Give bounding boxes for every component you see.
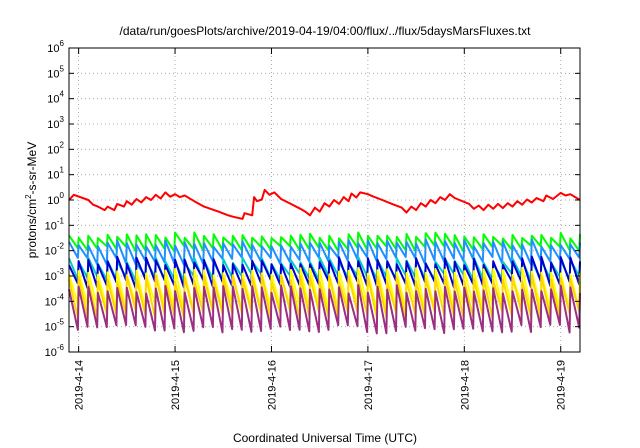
y-tick-label-exp: -2	[57, 242, 65, 251]
y-tick-label-base: 10	[47, 68, 59, 80]
y-tick-label-base: 10	[47, 43, 59, 55]
x-axis: 2019-4-14 2019-4-15 2019-4-16 2019-4-17 2019…	[74, 48, 568, 410]
y-tick-label: 10-6	[45, 343, 65, 359]
y-tick-label-exp: -6	[57, 343, 65, 352]
series-line-8	[68, 284, 581, 335]
y-tick-label: 103	[47, 115, 64, 131]
y-tick-label-exp: 0	[60, 191, 65, 200]
y-tick-label-exp: -1	[57, 216, 65, 225]
x-tick-label: 2019-4-16	[266, 360, 278, 410]
y-tick-label: 10-3	[45, 267, 65, 283]
y-tick-label-exp: -3	[57, 267, 65, 276]
y-axis-title-prefix: protons/cm	[25, 199, 39, 258]
y-tick-label-exp: 4	[60, 90, 65, 99]
x-tick-label: 2019-4-14	[74, 360, 86, 410]
x-axis-title: Coordinated Universal Time (UTC)	[233, 431, 417, 445]
grid-lines	[69, 48, 580, 352]
y-tick-label: 102	[47, 140, 64, 156]
y-tick-label: 10-5	[45, 318, 65, 334]
y-tick-label-exp: 3	[60, 115, 65, 124]
y-tick-label-base: 10	[45, 322, 57, 334]
y-tick-label: 10-2	[45, 242, 65, 258]
y-tick-label-base: 10	[45, 220, 57, 232]
y-tick-label: 104	[47, 90, 64, 106]
y-tick-label-exp: 2	[60, 140, 65, 149]
y-tick-label-base: 10	[45, 347, 57, 359]
y-tick-label-base: 10	[47, 170, 59, 182]
y-tick-label-exp: 6	[60, 39, 65, 48]
y-tick-label-exp: 1	[60, 166, 65, 175]
y-tick-label-base: 10	[45, 271, 57, 283]
y-tick-label: 105	[47, 64, 64, 80]
y-tick-label-base: 10	[47, 119, 59, 131]
y-tick-label-base: 10	[47, 144, 59, 156]
y-tick-label: 106	[47, 39, 64, 55]
y-tick-label: 100	[47, 191, 64, 207]
y-tick-label-base: 10	[47, 195, 59, 207]
y-tick-label-exp: 5	[60, 64, 65, 73]
y-tick-label: 10-4	[45, 292, 65, 308]
y-tick-label: 10-1	[45, 216, 65, 232]
chart-title: /data/run/goesPlots/archive/2019-04-19/0…	[120, 24, 532, 38]
y-tick-label-exp: -5	[57, 318, 65, 327]
y-tick-label: 101	[47, 166, 64, 182]
x-tick-label: 2019-4-19	[556, 360, 568, 410]
x-tick-label: 2019-4-15	[170, 360, 182, 410]
y-axis: 10-610-510-410-310-210-11001011021031041…	[45, 39, 580, 359]
y-axis-title-sup: 2	[24, 194, 33, 199]
x-tick-label: 2019-4-17	[363, 360, 375, 410]
y-axis-title: protons/cm2-s-sr-MeV	[24, 142, 39, 258]
x-tick-label: 2019-4-18	[459, 360, 471, 410]
y-tick-label-base: 10	[47, 94, 59, 106]
series-line-1	[68, 188, 581, 220]
y-tick-label-base: 10	[45, 246, 57, 258]
data-series-group	[68, 188, 581, 335]
y-axis-title-suffix: -s-sr-MeV	[25, 142, 39, 195]
y-tick-label-exp: -4	[57, 292, 65, 301]
y-tick-label-base: 10	[45, 296, 57, 308]
